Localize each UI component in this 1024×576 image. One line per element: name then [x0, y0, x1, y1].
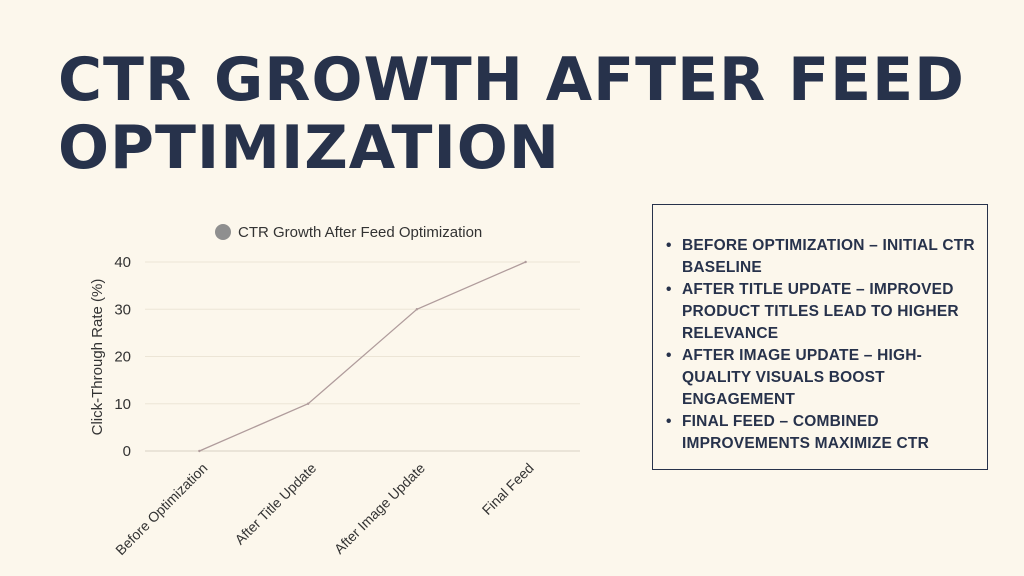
- series-line: [199, 261, 526, 452]
- note-item: • FINAL FEED – COMBINED IMPROVEMENTS MAXI…: [665, 411, 975, 455]
- y-axis-label: Click-Through Rate (%): [89, 279, 106, 436]
- note-text: FINAL FEED – COMBINED IMPROVEMENTS MAXIM…: [682, 413, 929, 452]
- y-tick-label: 20: [114, 349, 131, 366]
- y-tick-label: 0: [123, 443, 131, 460]
- notes-box: • BEFORE OPTIMIZATION – INITIAL CTR BASEL…: [652, 204, 988, 470]
- notes-list: • BEFORE OPTIMIZATION – INITIAL CTR BASEL…: [665, 235, 975, 455]
- y-tick-label: 40: [114, 254, 131, 271]
- bullet-icon: •: [666, 413, 672, 430]
- chart-series: [198, 260, 527, 453]
- chart-svg: CTR Growth After Feed Optimization 0 10 20…: [89, 224, 580, 558]
- note-text: AFTER TITLE UPDATE – IMPROVED PRODUCT TI…: [682, 281, 959, 342]
- chart-legend: CTR Growth After Feed Optimization: [215, 224, 482, 241]
- x-tick-label: After Image Update: [331, 460, 428, 557]
- y-tick-label: 10: [114, 396, 131, 413]
- y-axis-ticks: 0 10 20 30 40: [114, 254, 131, 460]
- y-tick-label: 30: [114, 301, 131, 318]
- bullet-icon: •: [666, 347, 672, 364]
- note-text: AFTER IMAGE UPDATE – HIGH-QUALITY VISUAL…: [682, 347, 923, 408]
- bullet-icon: •: [666, 237, 672, 254]
- note-item: • AFTER IMAGE UPDATE – HIGH-QUALITY VISUA…: [665, 345, 975, 411]
- x-tick-label: Final Feed: [479, 460, 537, 518]
- x-tick-label: After Title Update: [231, 460, 319, 548]
- note-item: • BEFORE OPTIMIZATION – INITIAL CTR BASEL…: [665, 235, 975, 279]
- x-axis-ticks: Before Optimization After Title Update Aft…: [112, 460, 537, 558]
- line-chart: CTR Growth After Feed Optimization 0 10 20…: [40, 210, 620, 576]
- note-item: • AFTER TITLE UPDATE – IMPROVED PRODUCT T…: [665, 279, 975, 345]
- data-point: [524, 260, 527, 264]
- data-point: [415, 308, 419, 311]
- bullet-icon: •: [666, 281, 672, 298]
- x-tick-label: Before Optimization: [112, 460, 210, 558]
- note-text: BEFORE OPTIMIZATION – INITIAL CTR BASELI…: [682, 237, 975, 276]
- legend-label: CTR Growth After Feed Optimization: [238, 224, 482, 241]
- data-point: [306, 402, 310, 405]
- slide-title: CTR GROWTH AFTER FEED OPTIMIZATION: [58, 45, 965, 183]
- legend-marker: [215, 224, 231, 240]
- data-point: [198, 449, 201, 453]
